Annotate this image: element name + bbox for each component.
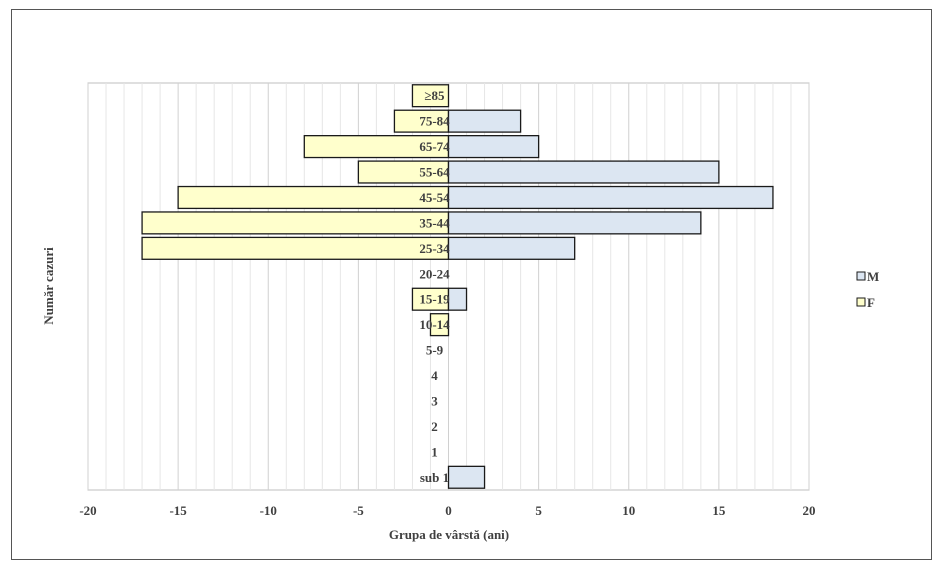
category-label: 15-19: [419, 292, 450, 307]
x-tick-label: 10: [622, 503, 635, 518]
x-tick-label: -15: [169, 503, 187, 518]
category-label: 25-34: [419, 241, 450, 256]
x-tick-label: 20: [803, 503, 816, 518]
x-tick-label: -10: [260, 503, 277, 518]
category-label: 5-9: [426, 343, 444, 358]
bar-f-11: [177, 185, 450, 210]
x-tick-label: -20: [79, 503, 96, 518]
legend-swatch-f: [856, 297, 866, 307]
bar-f-9: [141, 236, 450, 260]
x-axis-title: Grupa de vârstă (ani): [389, 527, 509, 542]
bar-f-6: [429, 313, 450, 337]
bar-f-10: [141, 211, 450, 235]
category-label: 35-44: [419, 215, 450, 230]
bar-m-13: [447, 135, 540, 159]
bar-m-7: [447, 287, 468, 311]
series-f-bars: [141, 84, 450, 337]
x-tick-label: -5: [353, 503, 364, 518]
category-label: 4: [431, 368, 438, 383]
series-m-bars: [447, 109, 774, 489]
bar-m-14: [447, 109, 522, 133]
category-label: 2: [431, 419, 438, 434]
category-label: 75-84: [419, 114, 450, 129]
x-tick-labels: -20 -15 -10 -5 0 5 10 15 20: [79, 503, 815, 518]
legend-label-m: M: [867, 269, 879, 284]
category-label: sub 1: [420, 470, 449, 485]
category-label: 3: [431, 393, 438, 408]
x-tick-label: 15: [712, 503, 726, 518]
category-label: ≥85: [424, 88, 445, 103]
bar-m-10: [447, 211, 702, 235]
chart-frame: [11, 9, 932, 560]
category-label: 65-74: [419, 139, 450, 154]
bar-m-12: [447, 160, 720, 184]
legend-label-f: F: [867, 295, 875, 310]
category-label: 10-14: [419, 317, 450, 332]
x-tick-label: 0: [445, 503, 452, 518]
category-label: 55-64: [419, 165, 450, 180]
bar-f-15: [411, 84, 450, 108]
category-labels: sub 1 1 2 3 4 5-9 10-14 15-19 20-24 25-34 35-44 45-…: [419, 88, 450, 485]
bar-m-11: [447, 185, 774, 210]
legend-swatch-m: [856, 271, 866, 281]
category-label: 1: [431, 444, 438, 459]
legend: M F: [856, 269, 879, 310]
y-axis-title: Număr cazuri: [41, 247, 56, 325]
bar-m-0: [447, 465, 486, 489]
bar-m-9: [447, 236, 576, 260]
category-label: 45-54: [419, 190, 450, 205]
x-tick-label: 5: [535, 503, 542, 518]
category-label: 20-24: [419, 266, 450, 281]
